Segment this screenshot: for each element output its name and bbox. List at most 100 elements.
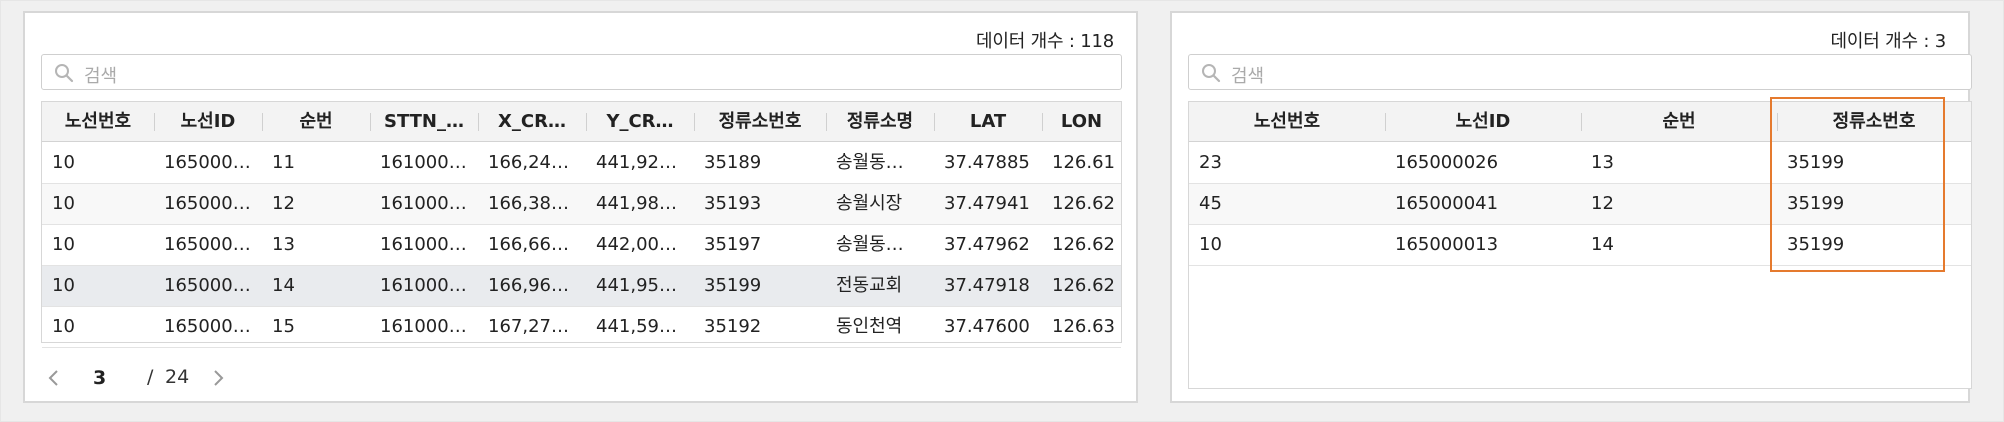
chevron-left-icon[interactable]	[45, 369, 63, 387]
table-cell: 37.47918	[944, 275, 1030, 296]
column-header[interactable]: LAT	[969, 111, 1007, 132]
column-divider[interactable]	[262, 113, 263, 131]
search-placeholder: 검색	[84, 66, 118, 87]
table-cell: 13	[1591, 152, 1614, 173]
table-cell: 161000…	[380, 275, 467, 296]
data-grid-left: 노선번호 노선ID 순번 STTN_… X_CR… Y_CR… 정류소번호 정류소명 LAT LO…	[41, 101, 1122, 348]
table-cell: 전동교회	[836, 275, 903, 296]
table-cell: 14	[1591, 234, 1614, 255]
column-header[interactable]: 정류소명	[846, 111, 914, 132]
total-pages: 24	[165, 366, 190, 388]
column-divider[interactable]	[370, 113, 371, 131]
table-cell: 35192	[704, 316, 762, 337]
table-cell: 441,98…	[596, 193, 677, 214]
table-cell: 166,96…	[488, 275, 569, 296]
table-cell: 11	[272, 152, 295, 173]
table-cell: 165000…	[164, 152, 251, 173]
table-cell: 166,24…	[488, 152, 569, 173]
table-cell: 126.62…	[1052, 234, 1117, 255]
table-cell: 10	[1199, 234, 1222, 255]
column-divider[interactable]	[586, 113, 587, 131]
table-cell: 441,95…	[596, 275, 677, 296]
table-row[interactable]: 10 165000… 11 161000… 166,24… 441,92… 35189 송월동…	[42, 143, 1121, 184]
column-header[interactable]: LON	[1060, 111, 1103, 132]
current-page[interactable]: 3	[93, 367, 107, 389]
column-header[interactable]: 노선ID	[1455, 111, 1511, 132]
column-header[interactable]: 정류소번호	[1832, 111, 1916, 132]
data-grid-right: 노선번호 노선ID 순번 정류소번호 23 165000026 13 35199 45 16500…	[1188, 101, 1972, 389]
table-cell: 161000…	[380, 152, 467, 173]
table-cell: 166,38…	[488, 193, 569, 214]
column-header[interactable]: STTN_…	[384, 111, 464, 132]
table-cell: 126.63…	[1052, 316, 1117, 337]
column-divider[interactable]	[1777, 113, 1778, 131]
table-cell: 165000…	[164, 193, 251, 214]
data-count-label: 데이터 개수 : 118	[976, 31, 1114, 52]
table-cell: 166,66…	[488, 234, 569, 255]
table-cell: 126.62…	[1052, 275, 1117, 296]
column-header[interactable]: X_CR…	[498, 111, 566, 132]
table-row[interactable]: 10 165000… 12 161000… 166,38… 441,98… 35193 송월시…	[42, 184, 1121, 225]
search-input[interactable]: 검색	[1188, 54, 1972, 90]
column-header[interactable]: Y_CR…	[606, 111, 674, 132]
table-cell: 37.47885	[944, 152, 1030, 173]
table-cell: 10	[52, 234, 75, 255]
table-row[interactable]: 10 165000013 14 35199	[1189, 225, 1971, 266]
table-cell: 송월동…	[836, 234, 904, 255]
table-cell: 동인천역	[836, 316, 903, 337]
table-row[interactable]: 23 165000026 13 35199	[1189, 143, 1971, 184]
table-cell: 12	[272, 193, 295, 214]
table-cell: 10	[52, 152, 75, 173]
table-cell: 10	[52, 316, 75, 337]
table-cell: 37.47962	[944, 234, 1030, 255]
column-header[interactable]: 노선번호	[1253, 111, 1321, 132]
table-cell: 10	[52, 193, 75, 214]
table-cell: 161000…	[380, 193, 467, 214]
table-cell: 161000…	[380, 234, 467, 255]
table-row[interactable]: 10 165000… 15 161000… 167,27… 441,59… 35192 동인천…	[42, 307, 1121, 348]
table-cell: 165000041	[1395, 193, 1499, 214]
right-data-panel: 데이터 개수 : 3 검색 노선번호 노선ID 순번 정류소번호 23 165000026…	[1170, 11, 1972, 403]
table-row[interactable]: 45 165000041 12 35199	[1189, 184, 1971, 225]
table-row[interactable]: 10 165000… 13 161000… 166,66… 442,00… 35197 송월동…	[42, 225, 1121, 266]
table-row[interactable]: 10 165000… 14 161000… 166,96… 441,95… 35199 전동교…	[42, 266, 1121, 307]
page-separator: /	[147, 366, 154, 388]
table-cell: 35197	[704, 234, 762, 255]
table-cell: 14	[272, 275, 295, 296]
table-cell: 167,27…	[488, 316, 569, 337]
table-cell: 13	[272, 234, 295, 255]
table-cell: 23	[1199, 152, 1222, 173]
chevron-right-icon[interactable]	[209, 369, 227, 387]
column-header[interactable]: 정류소번호	[718, 111, 802, 132]
table-cell: 441,59…	[596, 316, 677, 337]
column-divider[interactable]	[1042, 113, 1043, 131]
table-cell: 161000…	[380, 316, 467, 337]
column-header[interactable]: 순번	[299, 111, 333, 132]
table-cell: 126.62…	[1052, 193, 1117, 214]
table-cell: 45	[1199, 193, 1222, 214]
table-cell: 35199	[704, 275, 762, 296]
table-cell: 126.61…	[1052, 152, 1117, 173]
column-divider[interactable]	[1385, 113, 1386, 131]
column-divider[interactable]	[154, 113, 155, 131]
search-icon	[55, 64, 74, 83]
column-divider[interactable]	[1581, 113, 1582, 131]
column-divider[interactable]	[694, 113, 695, 131]
pagination: 3 / 24	[41, 359, 241, 395]
search-input[interactable]: 검색	[41, 54, 1122, 90]
column-header[interactable]: 노선번호	[64, 111, 132, 132]
table-cell: 441,92…	[596, 152, 677, 173]
table-cell: 37.47600	[944, 316, 1030, 337]
table-cell: 35193	[704, 193, 762, 214]
table-cell: 35199	[1787, 152, 1845, 173]
column-divider[interactable]	[478, 113, 479, 131]
column-header[interactable]: 노선ID	[180, 111, 236, 132]
table-cell: 10	[52, 275, 75, 296]
column-divider[interactable]	[826, 113, 827, 131]
column-header[interactable]: 순번	[1662, 111, 1696, 132]
column-divider[interactable]	[934, 113, 935, 131]
table-cell: 15	[272, 316, 295, 337]
table-cell: 35189	[704, 152, 762, 173]
left-data-panel: 데이터 개수 : 118 검색 노선번호 노선ID 순번 STTN_… X_CR… Y_C…	[23, 11, 1138, 403]
